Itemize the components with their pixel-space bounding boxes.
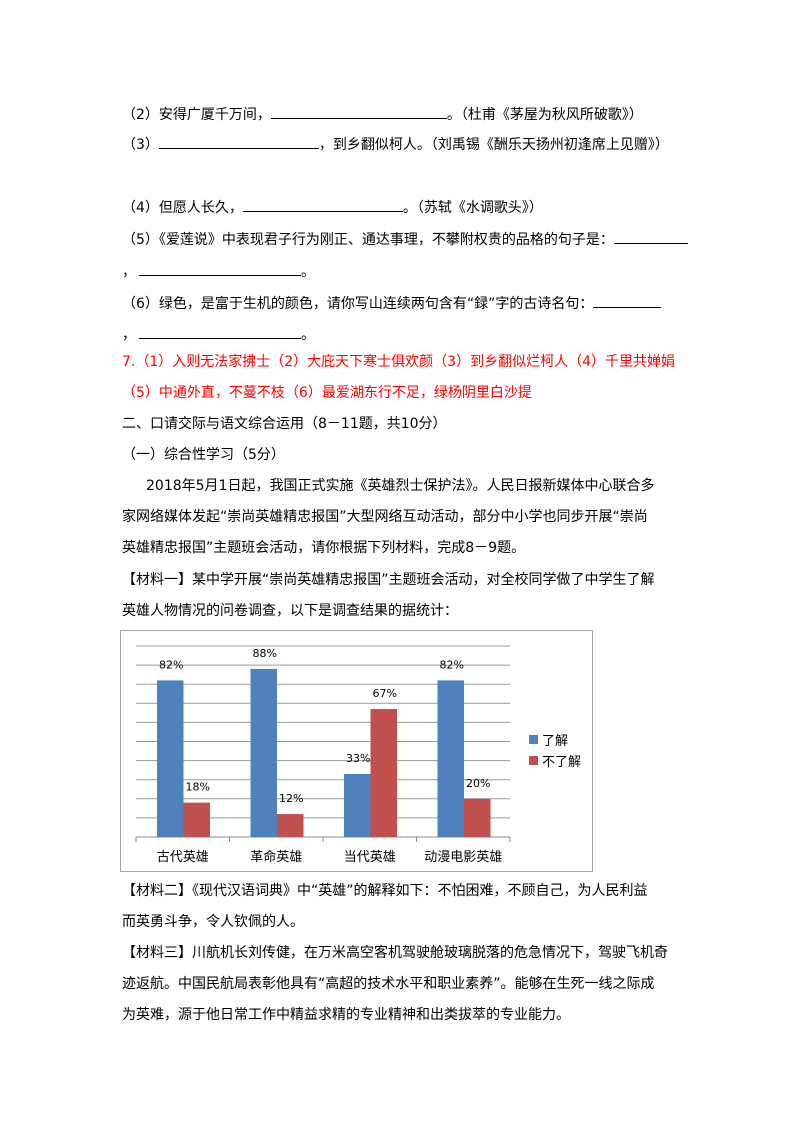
material-1-line: 【材料一】某中学开展“崇尚英雄精忠报国”主题班会活动，对全校同学做了中学生了解	[122, 572, 655, 588]
data-label: 33%	[346, 752, 370, 765]
material-2-line: 而英勇斗争，令人钦佩的人。	[122, 914, 304, 930]
question-6: （6）绿色，是富于生机的颜色，请你写山连续两句含有“録”字的古诗名句：	[122, 293, 662, 313]
legend-label: 了解	[542, 734, 568, 749]
bar-unknown	[464, 798, 491, 837]
material-3-line: 为英难，源于他日常工作中精益求精的专业精神和出类拔萃的专业能力。	[122, 1007, 570, 1023]
intro-line: 2018年5月1日起，我国正式实施《英雄烈士保护法》。人民日报新媒体中心联合多	[146, 478, 655, 494]
question-text: （5）《爱莲说》中表现君子行为刚正、通达事理，不攀附权贵的品格的句子是：	[122, 232, 614, 248]
question-text: （6）绿色，是富于生机的颜色，请你写山连续两句含有“録”字的古诗名句：	[122, 296, 594, 312]
question-text: （3）	[122, 137, 159, 153]
category-label: 动漫电影英雄	[424, 850, 502, 865]
question-5-line2: ，。	[122, 261, 315, 281]
question-text: （4）但愿人长久，	[122, 200, 243, 216]
data-label: 82%	[440, 658, 464, 671]
bar-known	[157, 680, 184, 837]
data-label: 82%	[159, 658, 183, 671]
category-label: 古代英雄	[157, 850, 209, 865]
category-label: 当代英雄	[344, 850, 396, 865]
question-source: 。（苏轼《水调歌头》）	[402, 200, 543, 216]
data-label: 12%	[279, 792, 303, 805]
question-text: （2）安得广厦千万间，	[122, 107, 271, 123]
chart-canvas: 古代英雄 82% 18% 革命英雄 88% 12% 当代英雄 33% 67% 动漫电影英雄 82% 2…	[135, 645, 581, 865]
answer-blank[interactable]	[242, 197, 403, 212]
answer-line-2: （5）中通外直，不蔓不枝（6）最爱湖东行不足，绿杨阴里白沙提	[122, 385, 532, 401]
material-3-line: 迹返航。中国民航局表彰他具有“高超的技术水平和职业素养”。能够在生死一线之际成	[122, 976, 655, 992]
data-label: 20%	[466, 777, 490, 790]
question-2: （2）安得广厦千万间， 。（杜甫《茅屋为秋风所破歌》）	[122, 104, 643, 124]
legend-swatch	[529, 735, 538, 744]
comma: ，	[122, 327, 136, 343]
subsection-heading: （一）综合性学习（5分）	[122, 447, 285, 463]
comma: ，	[122, 264, 136, 280]
category-label: 革命英雄	[250, 849, 302, 865]
question-5: （5）《爱莲说》中表现君子行为刚正、通达事理，不攀附权贵的品格的句子是：	[122, 229, 688, 249]
bar-known	[437, 680, 464, 837]
intro-line: 家网络媒体发起“崇尚英雄精忠报国”大型网络互动活动，部分中小学也同步开展“崇尚	[122, 509, 648, 525]
data-label: 18%	[186, 781, 210, 794]
bar-unknown	[370, 709, 397, 837]
answer-blank[interactable]	[158, 134, 319, 149]
data-label: 67%	[373, 687, 397, 700]
material-3-line: 【材料三】川航机长刘传健，在万米高空客机驾驶舱玻璃脱落的危急情况下，驾驶飞机奇	[122, 945, 668, 961]
material-2-line: 【材料二】《现代汉语词典》中“英雄”的解释如下：不怕困难，不顾自己，为人民利益	[122, 883, 648, 899]
bar-known	[250, 668, 277, 837]
question-source: ，到乡翻似柯人。（刘禹锡《酬乐天扬州初逢席上见赠》）	[318, 137, 669, 153]
question-3: （3） ，到乡翻似柯人。（刘禹锡《酬乐天扬州初逢席上见赠》）	[122, 134, 669, 154]
section-heading: 二、口请交际与语文综合运用（8－11题，共10分）	[122, 416, 447, 432]
legend-swatch	[529, 756, 538, 765]
answer-blank[interactable]	[139, 324, 301, 339]
question-6-line2: ，。	[122, 324, 315, 344]
bar-known	[344, 773, 371, 837]
bar-unknown	[183, 802, 210, 837]
period: 。	[301, 327, 315, 343]
answer-blank[interactable]	[613, 229, 688, 244]
period: 。	[301, 264, 315, 280]
question-source: 。（杜甫《茅屋为秋风所破歌》）	[446, 107, 643, 123]
survey-bar-chart: 古代英雄 82% 18% 革命英雄 88% 12% 当代英雄 33% 67% 动漫电影英雄 82% 2…	[120, 630, 593, 872]
legend-label: 不了解	[542, 755, 581, 770]
question-4: （4）但愿人长久， 。（苏轼《水调歌头》）	[122, 197, 543, 217]
bar-unknown	[277, 814, 304, 837]
answer-blank[interactable]	[593, 293, 662, 308]
data-label: 88%	[253, 647, 277, 660]
answer-blank[interactable]	[270, 104, 447, 119]
intro-line: 英雄精忠报国”主题班会活动，请你根据下列材料，完成8－9题。	[122, 540, 526, 556]
material-1-line: 英雄人物情况的问卷调查，以下是调查结果的据统计：	[122, 603, 458, 619]
answer-line-1: 7.（1）入则无法家拂士（2）大庇天下寒士俱欢颜（3）到乡翻似烂柯人（4）千里共…	[122, 354, 675, 370]
answer-blank[interactable]	[139, 261, 301, 276]
